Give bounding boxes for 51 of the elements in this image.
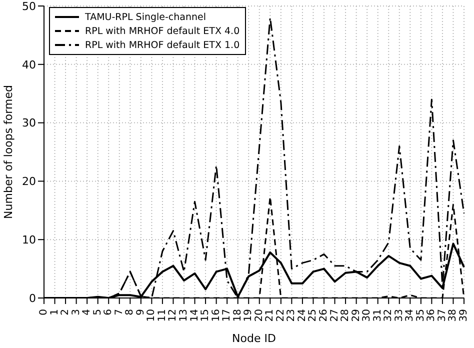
- x-tick-label: 12: [168, 309, 179, 322]
- legend-label: RPL with MRHOF default ETX 4.0: [85, 26, 240, 36]
- x-tick-label: 13: [178, 309, 190, 322]
- x-tick-label: 20: [254, 309, 265, 322]
- x-tick-label: 35: [415, 309, 426, 322]
- y-tick-label: 40: [22, 58, 36, 72]
- x-tick-label: 7: [114, 309, 125, 316]
- x-tick-label: 16: [210, 309, 222, 322]
- x-tick-label: 22: [275, 309, 286, 322]
- x-tick-label: 24: [296, 309, 308, 322]
- legend-label: TAMU-RPL Single-channel: [85, 12, 206, 22]
- x-tick-label: 10: [146, 309, 158, 322]
- x-tick-label: 15: [200, 309, 212, 322]
- x-tick-label: 39: [458, 309, 470, 322]
- x-tick-label: 38: [448, 309, 459, 322]
- x-tick-label: 11: [156, 309, 168, 322]
- x-tick-label: 4: [82, 309, 93, 316]
- y-tick-label: 30: [22, 116, 36, 130]
- x-tick-label: 31: [372, 309, 384, 322]
- x-tick-label: 23: [286, 309, 298, 322]
- x-axis-title: Node ID: [232, 332, 276, 345]
- x-tick-label: 21: [264, 309, 276, 322]
- x-tick-label: 34: [404, 309, 416, 322]
- x-tick-label: 28: [340, 309, 352, 322]
- x-tick-label: 14: [189, 309, 200, 322]
- y-tick-label: 10: [22, 234, 36, 247]
- y-tick-label: 20: [22, 175, 36, 188]
- x-tick-label: 33: [394, 309, 405, 322]
- x-tick-label: 8: [124, 309, 136, 316]
- x-tick-label: 27: [329, 309, 340, 322]
- x-tick-label: 37: [436, 309, 448, 322]
- legend-label: RPL with MRHOF default ETX 1.0: [85, 40, 240, 50]
- y-tick-label: 50: [22, 0, 36, 13]
- x-tick-label: 2: [60, 309, 72, 316]
- x-tick-label: 6: [103, 309, 114, 316]
- x-tick-label: 30: [362, 309, 373, 322]
- x-tick-label: 9: [135, 309, 146, 316]
- x-tick-label: 18: [232, 309, 244, 322]
- x-tick-label: 26: [318, 309, 330, 322]
- x-tick-label: 5: [92, 309, 104, 316]
- x-tick-label: 17: [222, 309, 233, 322]
- x-tick-label: 29: [350, 309, 362, 322]
- y-axis-title: Number of loops formed: [2, 85, 15, 219]
- x-tick-label: 25: [308, 309, 319, 322]
- x-tick-label: 1: [49, 309, 60, 316]
- y-tick-label: 0: [29, 292, 36, 305]
- x-tick-label: 3: [70, 309, 82, 316]
- x-tick-label: 19: [243, 309, 254, 322]
- x-tick-label: 36: [426, 309, 438, 322]
- x-tick-label: 32: [383, 309, 394, 322]
- x-tick-label: 0: [38, 309, 50, 316]
